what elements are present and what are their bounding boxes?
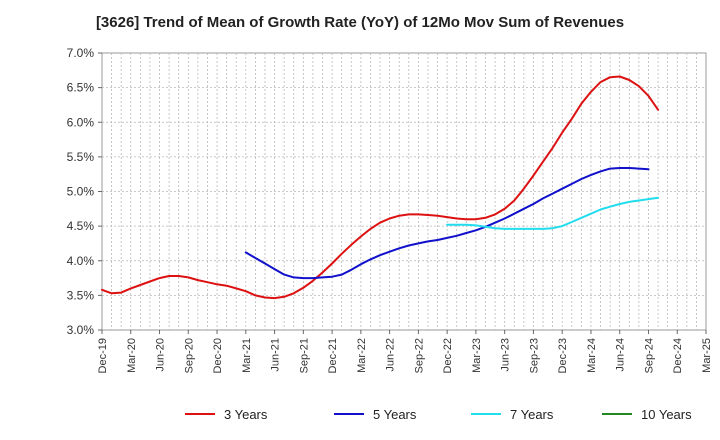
x-tick-label: Dec-19 bbox=[97, 338, 109, 373]
x-tick-label: Dec-21 bbox=[327, 338, 339, 373]
y-tick-label: 6.5% bbox=[67, 81, 95, 95]
series-line-7-years bbox=[446, 196, 660, 230]
x-tick-label: Jun-21 bbox=[270, 338, 282, 372]
x-tick-label: Mar-20 bbox=[126, 338, 138, 373]
x-tick-label: Dec-23 bbox=[557, 338, 569, 373]
x-tick-label: Dec-20 bbox=[212, 338, 224, 373]
legend: 3 Years 5 Years 7 Years 10 Years bbox=[185, 407, 692, 422]
y-tick-label: 5.5% bbox=[67, 150, 95, 164]
x-tick-label: Jun-23 bbox=[500, 338, 512, 372]
y-tick-label: 7.0% bbox=[67, 46, 95, 60]
x-tick-label: Mar-22 bbox=[356, 338, 368, 373]
legend-label-10-years: 10 Years bbox=[641, 407, 692, 422]
x-tick-label: Jun-22 bbox=[385, 338, 397, 372]
legend-label-7-years: 7 Years bbox=[510, 407, 554, 422]
x-tick-label: Mar-23 bbox=[471, 338, 483, 373]
series-layer bbox=[101, 75, 660, 300]
x-tick-label: Sep-24 bbox=[643, 338, 655, 373]
x-axis: Dec-19 Mar-20 Jun-20 Sep-20 Dec-20 Mar-21 Jun-… bbox=[97, 330, 713, 373]
series-line-3-years bbox=[101, 75, 660, 300]
x-tick-label: Sep-21 bbox=[298, 338, 310, 373]
y-axis: 3.0% 3.5% 4.0% 4.5% 5.0% 5.5% 6.0% 6.5% 7.0% bbox=[67, 46, 102, 337]
x-tick-label: Mar-21 bbox=[241, 338, 253, 373]
legend-label-3-years: 3 Years bbox=[224, 407, 268, 422]
y-tick-label: 4.5% bbox=[67, 219, 95, 233]
y-tick-label: 5.0% bbox=[67, 185, 95, 199]
series-line-5-years bbox=[244, 167, 650, 280]
y-tick-label: 4.0% bbox=[67, 254, 95, 268]
x-tick-label: Mar-25 bbox=[701, 338, 713, 373]
grid bbox=[102, 53, 706, 330]
y-tick-label: 3.5% bbox=[67, 288, 95, 302]
y-tick-label: 6.0% bbox=[67, 115, 95, 129]
legend-label-5-years: 5 Years bbox=[373, 407, 417, 422]
x-tick-label: Jun-24 bbox=[615, 338, 627, 372]
x-tick-label: Sep-20 bbox=[183, 338, 195, 373]
x-tick-label: Dec-22 bbox=[442, 338, 454, 373]
x-tick-label: Jun-20 bbox=[155, 338, 167, 372]
x-tick-label: Sep-23 bbox=[528, 338, 540, 373]
x-tick-label: Dec-24 bbox=[672, 338, 684, 373]
x-tick-label: Mar-24 bbox=[586, 338, 598, 373]
x-tick-label: Sep-22 bbox=[413, 338, 425, 373]
chart-title: [3626] Trend of Mean of Growth Rate (YoY… bbox=[95, 14, 625, 31]
y-tick-label: 3.0% bbox=[67, 323, 95, 337]
